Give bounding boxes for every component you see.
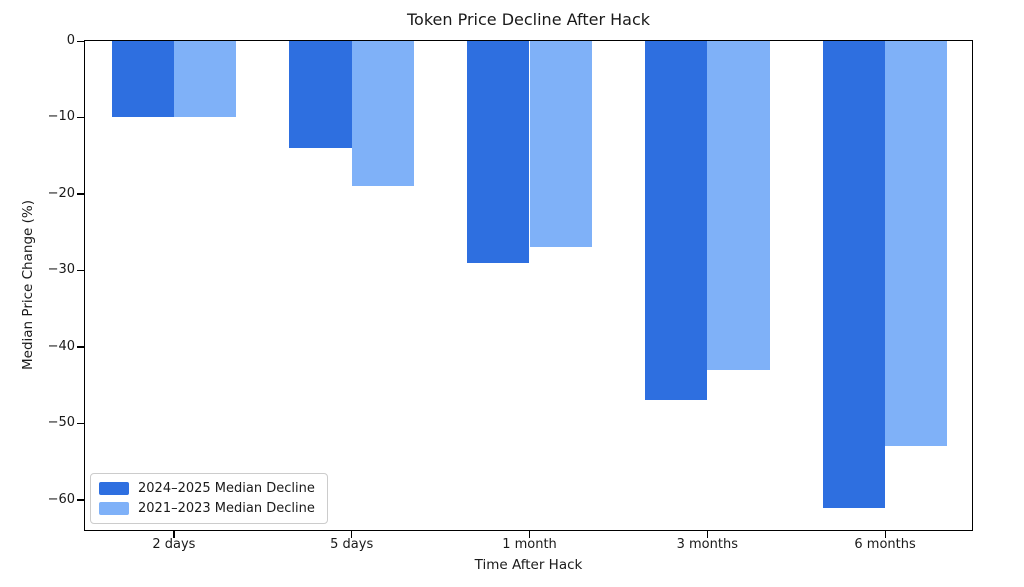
y-axis-label: Median Price Change (%) [20,200,36,370]
bar-2024–2025-median-decline [289,41,352,149]
bar-2021–2023-median-decline [707,41,770,370]
x-tick-label: 1 month [502,537,557,552]
bar-2021–2023-median-decline [173,41,237,118]
y-tick-label: −30 [47,262,75,278]
bar-2024–2025-median-decline [467,41,530,263]
legend-label: 2024–2025 Median Decline [138,481,315,496]
plot-area: 0 −10 −20 −30 −40 −50 −60 2 days 5 days 1 month 3 … [48,33,973,552]
y-tick-mark [77,346,84,348]
bar-2024–2025-median-decline [822,41,886,508]
x-tick-label: 2 days [152,537,196,552]
y-tick-label: −60 [47,491,75,507]
bar-2024–2025-median-decline [111,41,174,118]
x-tick-mark [706,531,709,538]
x-tick-label: 6 months [854,537,916,552]
chart-title: Token Price Decline After Hack [406,10,651,29]
x-tick-label: 5 days [330,537,374,552]
x-axis-label: Time After Hack [474,557,583,573]
y-tick-mark [77,499,84,501]
y-tick-label: −40 [47,338,75,354]
legend-label: 2021–2023 Median Decline [138,501,315,516]
y-tick-mark [77,422,84,425]
x-tick-mark [351,531,353,538]
bar-2021–2023-median-decline [351,41,414,187]
legend-swatch [99,502,129,515]
y-tick-label: −10 [47,109,75,125]
bar-2021–2023-median-decline [885,41,948,447]
y-tick-label: 0 [66,33,75,48]
legend-entry: 2024–2025 Median Decline [99,481,315,496]
y-tick-label: −20 [47,185,75,201]
y-tick-mark [77,116,84,119]
y-tick-label: −50 [47,415,75,431]
y-tick-mark [77,40,84,42]
legend-entry: 2021–2023 Median Decline [99,501,315,516]
x-tick-mark [173,531,175,538]
x-tick-label: 3 months [676,537,738,552]
bar-2024–2025-median-decline [645,41,708,401]
y-tick-mark [77,193,84,195]
bar-2021–2023-median-decline [529,41,592,248]
legend-swatch [99,482,129,495]
y-tick-mark [77,269,84,272]
x-tick-mark [884,531,886,538]
x-tick-mark [529,531,531,538]
legend: 2024–2025 Median Decline 2021–2023 Median… [90,473,328,524]
